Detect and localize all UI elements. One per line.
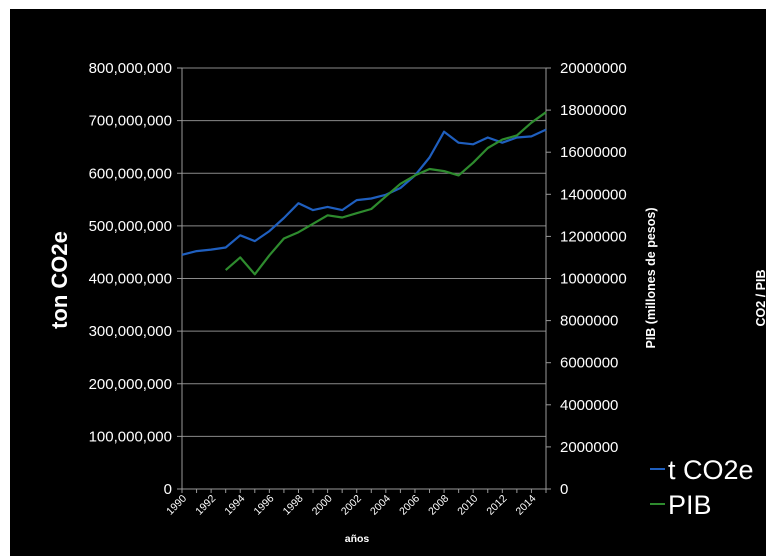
right-axis-tick-label: 6000000: [560, 355, 618, 372]
x-axis-tick-label: 1994: [222, 493, 247, 518]
x-axis-tick-label: 2002: [339, 493, 364, 518]
right-axis-tick-label: 20000000: [560, 60, 627, 77]
left-axis-tick-label: 0: [164, 481, 172, 498]
left-axis-tick-label: 200,000,000: [89, 376, 172, 393]
right-axis-tick-label: 8000000: [560, 313, 618, 330]
legend-label-tco2e: t CO2e: [668, 455, 754, 485]
left-axis-ticks: 0 100,000,000 200,000,000 300,000,000 400,00…: [89, 60, 172, 498]
x-axis-tick-label: 2008: [426, 493, 451, 518]
left-axis-tick-label: 500,000,000: [89, 218, 172, 235]
chart-frame: [10, 9, 766, 556]
x-axis-tick-label: 2006: [397, 493, 422, 518]
x-axis-ticks: 1990 1992 1994 1996 1998 2000 2002 2004 2006 2008…: [164, 493, 539, 518]
y-axis-right-label: PIB (millones de pesos): [644, 207, 658, 348]
right-axis-tick-label: 14000000: [560, 186, 627, 203]
left-axis-tick-label: 300,000,000: [89, 323, 172, 340]
right-axis-tick-label: 10000000: [560, 271, 627, 288]
series-line-pib: [224, 111, 547, 276]
x-axis-tick-label: 1996: [251, 493, 276, 518]
y-axis-ratio-label: CO2 / PIB: [754, 270, 766, 327]
x-axis-tick-label: 1998: [281, 493, 306, 518]
right-axis-tick-label: 18000000: [560, 102, 627, 119]
x-axis-tick-label: 2004: [368, 493, 393, 518]
legend: t CO2e PIB: [650, 455, 754, 520]
series-lines: [181, 111, 547, 276]
x-axis-tick-label: 2012: [484, 493, 509, 518]
right-axis-tick-label: 0: [560, 481, 568, 498]
x-axis-tick-label: 2010: [455, 493, 480, 518]
left-axis-tick-label: 700,000,000: [89, 113, 172, 130]
x-axis-tick-label: 2014: [514, 493, 539, 518]
right-axis-tick-label: 2000000: [560, 439, 618, 456]
x-axis-tick-label: 2000: [310, 493, 335, 518]
right-axis-ticks: 0 2000000 4000000 6000000 8000000 10000000 120…: [560, 60, 627, 498]
gridlines: [182, 67, 546, 437]
right-axis-tick-label: 12000000: [560, 228, 627, 245]
left-axis-tick-label: 100,000,000: [89, 428, 172, 445]
left-axis-tick-label: 800,000,000: [89, 60, 172, 77]
legend-label-pib: PIB: [668, 490, 712, 520]
right-axis-tick-label: 16000000: [560, 144, 627, 161]
series-line-t-co2e: [181, 128, 547, 256]
left-axis-tick-label: 600,000,000: [89, 165, 172, 182]
axes: [177, 67, 551, 493]
right-axis-tick-label: 4000000: [560, 397, 618, 414]
left-axis-tick-label: 400,000,000: [89, 271, 172, 288]
x-axis-label: años: [345, 533, 370, 545]
x-axis-tick-label: 1992: [193, 493, 218, 518]
y-axis-left-label: ton CO2e: [47, 231, 72, 329]
